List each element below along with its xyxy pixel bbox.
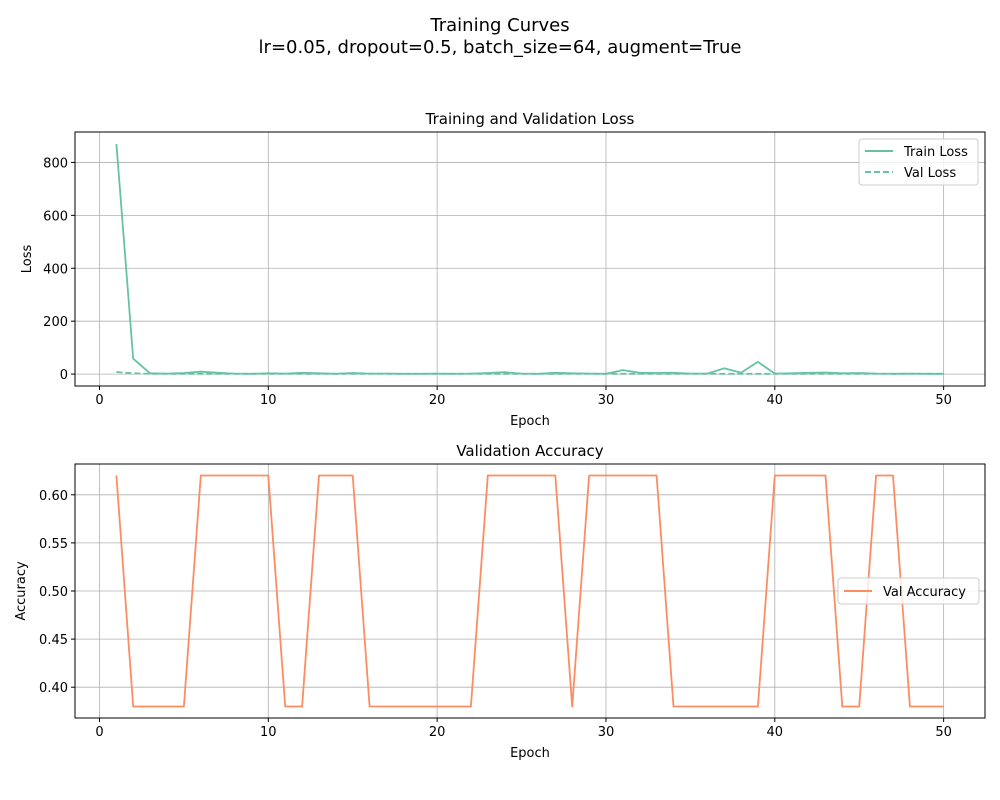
loss-y-tick-label: 0 (60, 368, 68, 383)
loss-x-tick-label: 40 (767, 393, 784, 408)
accuracy-x-ticks: 0 10 20 30 40 50 (95, 718, 952, 740)
series-line-train-loss (115, 143, 944, 375)
loss-y-tick-label: 400 (43, 262, 68, 277)
loss-x-ticks: 0 10 20 30 40 50 (95, 386, 952, 408)
accuracy-x-tick-label: 20 (429, 725, 446, 740)
loss-chart-title: Training and Validation Loss (425, 110, 635, 128)
accuracy-y-ticks: 0.40 0.45 0.50 0.55 0.60 (39, 489, 75, 696)
accuracy-x-tick-label: 0 (95, 725, 103, 740)
legend-label-val-accuracy: Val Accuracy (883, 585, 966, 600)
accuracy-x-axis-label: Epoch (510, 746, 550, 761)
series-line-val-accuracy (115, 474, 944, 708)
accuracy-chart: Validation Accuracy 0 10 20 30 40 50 0.40 0.45… (14, 442, 986, 761)
loss-y-tick-label: 200 (43, 315, 68, 330)
accuracy-x-tick-label: 40 (767, 725, 784, 740)
loss-chart: Training and Validation Loss 0 10 20 30 40 50… (20, 110, 986, 429)
accuracy-legend-box (837, 577, 980, 605)
figure-title: Training Curves (429, 15, 569, 36)
accuracy-x-tick-label: 10 (260, 725, 277, 740)
accuracy-y-axis-label: Accuracy (14, 561, 29, 621)
loss-x-tick-label: 20 (429, 393, 446, 408)
loss-x-axis-label: Epoch (510, 414, 550, 429)
accuracy-series-lines (115, 474, 944, 708)
accuracy-x-tick-label: 50 (935, 725, 952, 740)
series-line-val-loss (116, 371, 944, 375)
loss-legend: Train Loss Val Loss (858, 138, 979, 186)
loss-x-tick-label: 30 (598, 393, 615, 408)
accuracy-legend: Val Accuracy (837, 577, 980, 605)
loss-series-lines (115, 143, 944, 375)
loss-y-axis-label: Loss (20, 245, 35, 274)
loss-y-tick-label: 600 (43, 209, 68, 224)
figure-subtitle: lr=0.05, dropout=0.5, batch_size=64, aug… (259, 37, 742, 58)
legend-label-train-loss: Train Loss (903, 145, 968, 160)
legend-label-val-loss: Val Loss (904, 166, 956, 181)
loss-y-tick-label: 800 (43, 156, 68, 171)
loss-x-tick-label: 50 (935, 393, 952, 408)
loss-grid (75, 132, 985, 386)
loss-x-tick-label: 10 (260, 393, 277, 408)
accuracy-x-tick-label: 30 (598, 725, 615, 740)
loss-y-ticks: 0 200 400 600 800 (43, 156, 75, 383)
accuracy-y-tick-label: 0.60 (39, 489, 68, 504)
accuracy-y-tick-label: 0.55 (39, 537, 68, 552)
accuracy-y-tick-label: 0.50 (39, 585, 68, 600)
accuracy-y-tick-label: 0.40 (39, 681, 68, 696)
accuracy-chart-title: Validation Accuracy (456, 442, 603, 460)
loss-plot-frame (74, 131, 986, 387)
accuracy-y-tick-label: 0.45 (39, 633, 68, 648)
loss-x-tick-label: 0 (95, 393, 103, 408)
